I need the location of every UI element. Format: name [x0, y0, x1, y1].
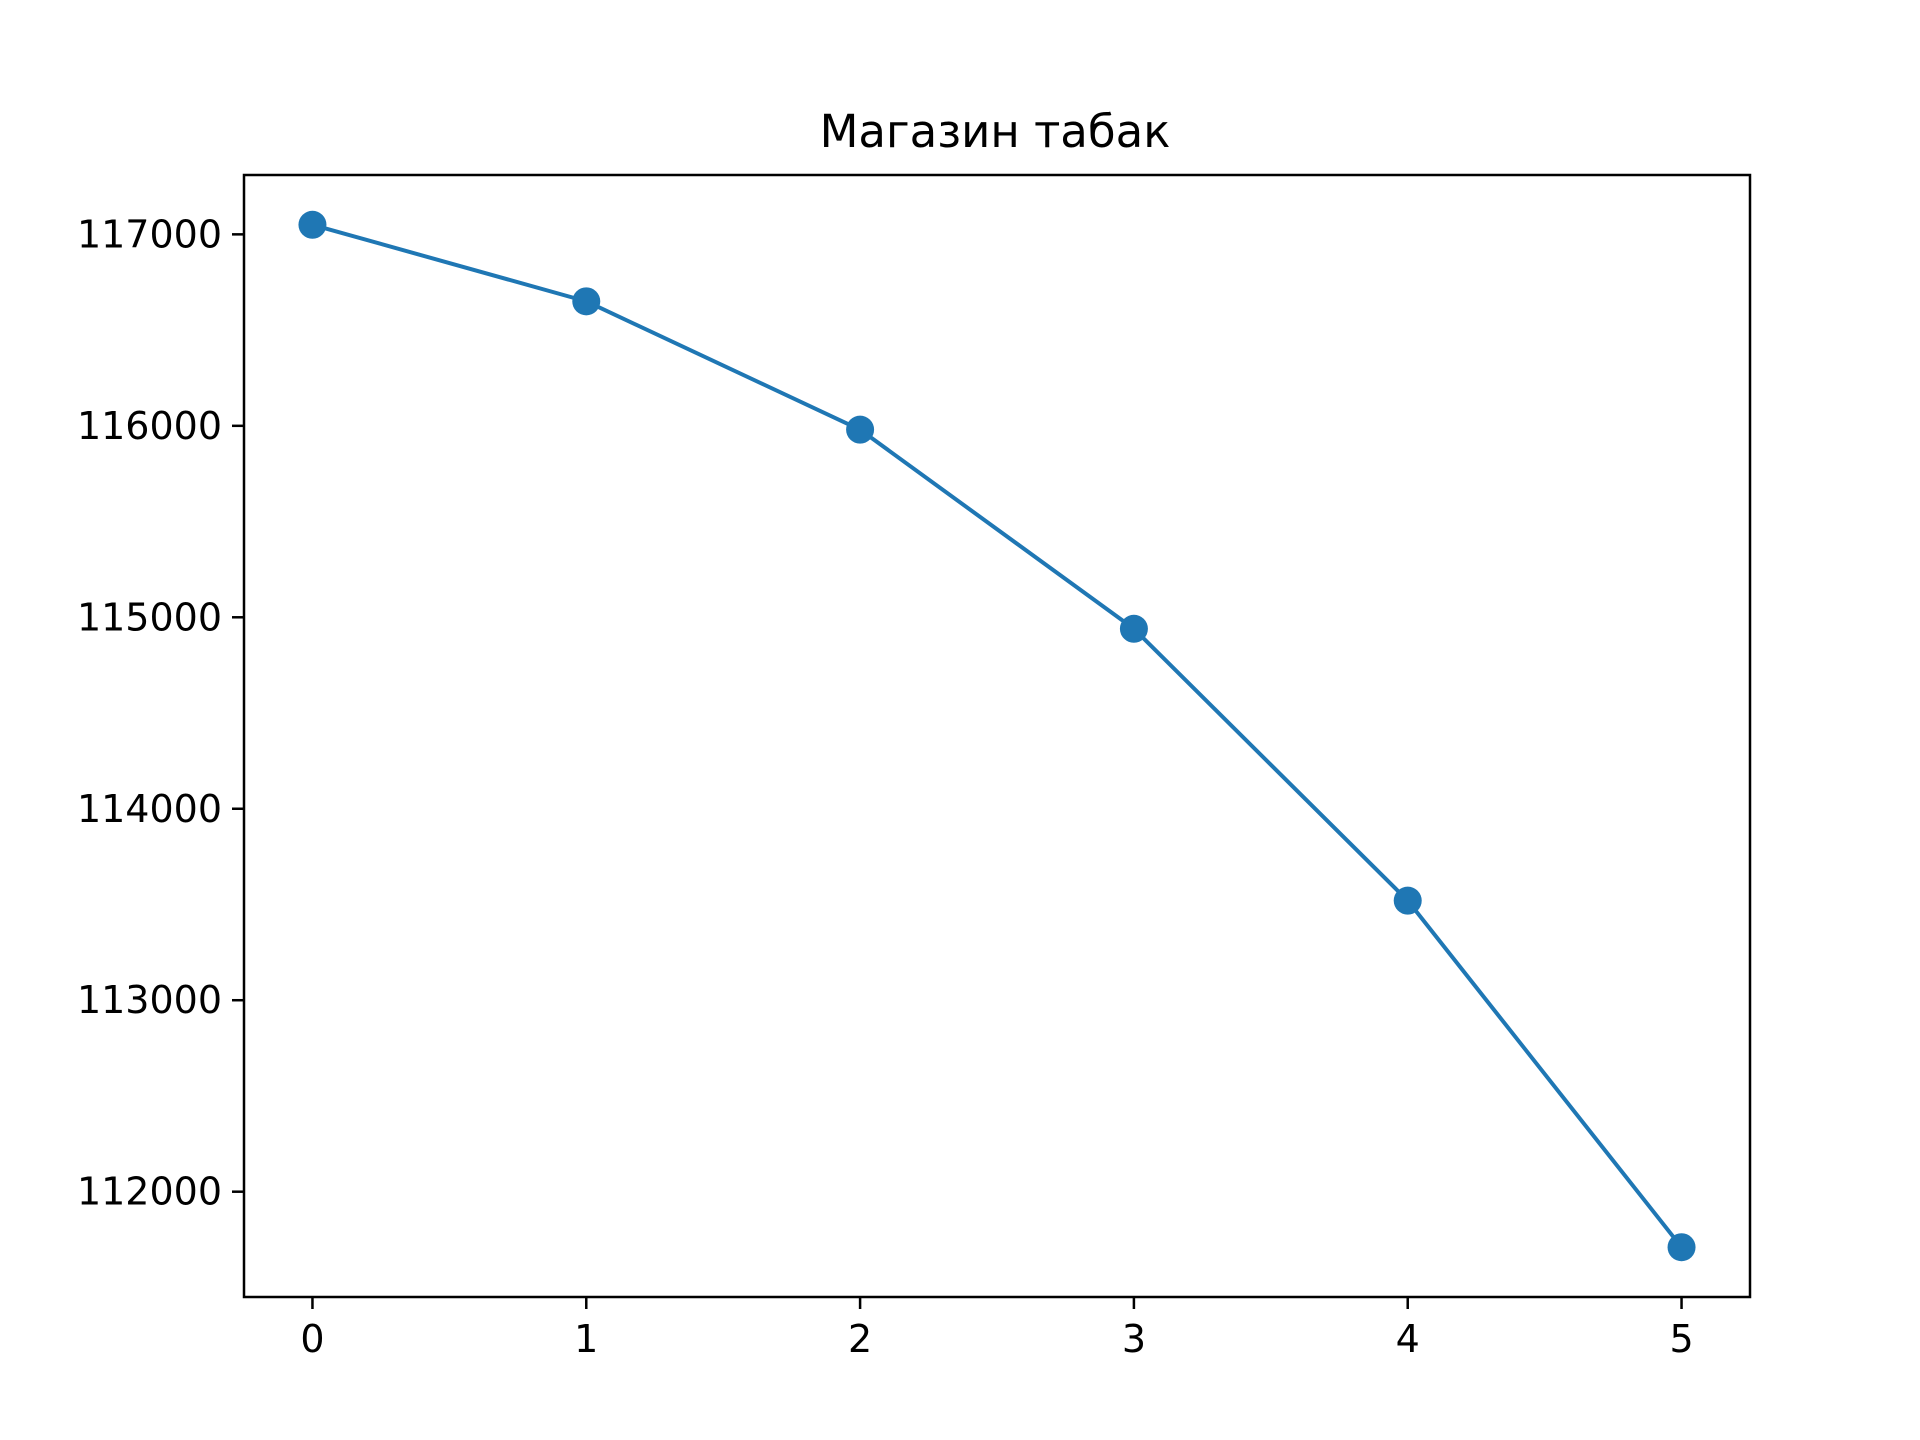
data-point — [1119, 614, 1148, 643]
y-tick-label: 115000 — [77, 595, 222, 639]
x-tick-label: 1 — [574, 1317, 598, 1361]
y-tick-label: 112000 — [77, 1170, 222, 1214]
x-axis-ticks: 0 1 2 3 4 5 — [300, 1297, 1694, 1361]
x-tick-label: 2 — [848, 1317, 872, 1361]
y-tick-label: 116000 — [77, 404, 222, 448]
y-tick-label: 117000 — [77, 212, 222, 256]
plot-frame — [242, 173, 1752, 1299]
data-point — [1393, 886, 1422, 915]
x-tick-label: 5 — [1669, 1317, 1693, 1361]
data-point — [846, 415, 875, 444]
y-tick-label: 113000 — [77, 978, 222, 1022]
data-point — [298, 210, 327, 239]
x-tick-label: 0 — [300, 1317, 324, 1361]
data-point — [1667, 1233, 1696, 1262]
series-line — [310, 222, 1684, 1250]
chart-title: Магазин табак — [820, 105, 1171, 158]
x-tick-label: 3 — [1122, 1317, 1146, 1361]
series-group — [298, 210, 1696, 1262]
y-axis-ticks: 112000 113000 114000 115000 116000 117000 — [77, 212, 244, 1214]
data-point — [572, 287, 601, 316]
y-tick-label: 114000 — [77, 787, 222, 831]
x-tick-label: 4 — [1396, 1317, 1420, 1361]
